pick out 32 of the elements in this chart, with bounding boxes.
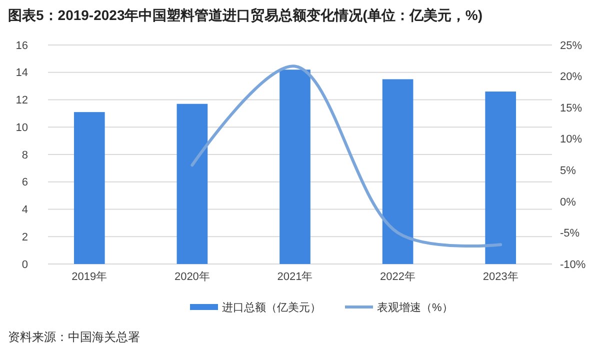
y-tick-label: 4: [22, 204, 28, 216]
y-tick-label: 10: [16, 122, 28, 134]
bar: [74, 112, 105, 264]
bar: [280, 70, 310, 264]
y-tick-label: 6: [22, 176, 28, 189]
y2-tick-label: 10%: [560, 134, 582, 146]
x-tick-label: 2020年: [174, 271, 210, 283]
y-tick-label: 0: [22, 258, 28, 271]
y2-tick-label: 25%: [560, 40, 582, 52]
x-tick-label: 2021年: [277, 271, 313, 283]
legend-label: 表观增速（%）: [377, 300, 453, 314]
x-tick-label: 2019年: [72, 271, 108, 283]
y-tick-label: 8: [22, 149, 28, 162]
y2-tick-label: 20%: [560, 71, 582, 84]
line-series: [190, 64, 502, 248]
y2-tick-label: 0%: [560, 196, 576, 208]
text: 资料来源：中国海关总署: [8, 330, 140, 344]
bar: [176, 104, 208, 264]
y2-tick-label: 5%: [560, 164, 576, 177]
bar: [485, 92, 516, 264]
y2-tick-label: 15%: [560, 102, 582, 114]
y-tick-label: 16: [16, 40, 28, 52]
y-tick-label: 2: [22, 231, 28, 244]
x-tick-label: 2022年: [380, 271, 416, 283]
x-tick-label: 2023年: [482, 271, 518, 283]
y-tick-label: 12: [16, 94, 28, 107]
y2-tick-label: -5%: [560, 228, 580, 240]
y2-tick-label: -10%: [560, 258, 586, 271]
chart-title: 图表5：2019-2023年中国塑料管道进口贸易总额变化情况(单位：亿美元，%): [8, 7, 483, 23]
legend-label: 进口总额（亿美元）: [222, 300, 321, 314]
y-tick-label: 14: [16, 67, 28, 80]
bar: [382, 79, 414, 264]
